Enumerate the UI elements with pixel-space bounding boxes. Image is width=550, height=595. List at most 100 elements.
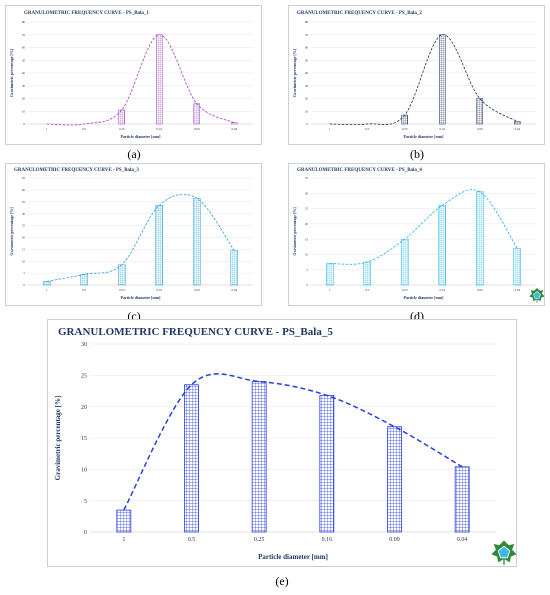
x-tick-label: 0.04	[514, 127, 520, 131]
leaf-logo-icon	[491, 540, 516, 565]
y-tick-label: 10	[22, 259, 26, 263]
chart-svg-e: 0 5 10 15 20 25 30 1 0.5 0.25 0.16 0.09 0.04 Particle…	[54, 342, 516, 565]
x-tick-label: 0.09	[477, 127, 483, 131]
y-axis-title: Gravimetric percentage [%]	[292, 48, 297, 97]
y-axis-title: Gravimetric percentage [%]	[292, 207, 297, 256]
bar-0.04	[514, 121, 521, 125]
x-axis-title: Particle diameter [mm]	[121, 295, 162, 300]
y-tick-label: 40	[305, 71, 309, 75]
x-tick-label: 0.5	[82, 127, 86, 131]
y-tick-label: 30	[22, 84, 26, 88]
x-tick-label: 1	[329, 288, 331, 292]
x-tick-label: 0.09	[477, 288, 483, 292]
x-axis-title: Particle diameter [mm]	[258, 553, 328, 561]
y-tick-label: 25	[81, 373, 87, 379]
bar-0.09	[193, 103, 200, 125]
y-tick-label: 40	[22, 188, 26, 192]
y-tick-label: 70	[22, 33, 26, 37]
x-tick-label: 1	[46, 127, 48, 131]
bar-0.25	[401, 114, 408, 125]
y-tick-label: 80	[305, 20, 309, 24]
chart-svg-a: 0 10 20 30 40 50 60 70 80 1 0.5 0.25 0.16 0.09 0.04 Par…	[9, 20, 253, 139]
y-tick-label: 20	[305, 222, 309, 226]
chart-title-a: GRANULOMETRIC FREQUENCY CURVE - PS_Bala_…	[24, 11, 149, 16]
chart-title-d: GRANULOMETRIC FREQUENCY CURVE - PS_Bala_…	[297, 168, 422, 173]
y-axis-title: Gravimetric percentage [%]	[54, 396, 62, 481]
x-tick-label: 0.5	[82, 288, 86, 292]
y-tick-label: 20	[22, 97, 26, 101]
bar-1	[116, 509, 132, 533]
caption-e: (e)	[275, 574, 289, 588]
x-tick-label: 0.5	[188, 537, 196, 543]
chart-panel-e: 0 5 10 15 20 25 30 1 0.5 0.25 0.16 0.09 0.04 Particle…	[47, 319, 517, 567]
bar-0.16	[438, 205, 446, 286]
bar-0.25	[118, 109, 125, 125]
y-tick-label: 50	[22, 58, 26, 62]
bar-0.25	[118, 264, 126, 286]
bar-0.04	[513, 248, 521, 286]
x-tick-label: 1	[46, 288, 48, 292]
y-tick-label: 10	[305, 253, 309, 257]
x-tick-label: 0.09	[194, 288, 200, 292]
y-tick-label: 0	[23, 122, 25, 126]
x-tick-label: 0.16	[156, 288, 162, 292]
bar-0.5	[80, 274, 88, 286]
x-tick-label: 0.04	[514, 288, 520, 292]
x-tick-label: 1	[122, 537, 125, 543]
bar-0.09	[387, 426, 402, 533]
x-tick-label: 0.25	[119, 127, 125, 131]
x-tick-label: 0.16	[439, 127, 445, 131]
y-tick-label: 20	[305, 97, 309, 101]
chart-title-b: GRANULOMETRIC FREQUENCY CURVE - PS_Bala_…	[297, 11, 422, 16]
y-tick-label: 20	[22, 236, 26, 240]
y-tick-label: 15	[305, 237, 309, 241]
trend-curve	[329, 189, 518, 265]
y-axis-title: Gravimetric percentage [%]	[9, 207, 14, 256]
bar-0.5	[363, 261, 371, 286]
y-tick-label: 40	[22, 71, 26, 75]
bar-0.04	[230, 250, 238, 286]
x-tick-label: 0.25	[254, 537, 265, 543]
x-tick-label: 0.04	[457, 537, 468, 543]
bar-0.04	[231, 122, 238, 125]
bar-0.16	[155, 205, 163, 286]
y-tick-label: 30	[81, 342, 87, 348]
trend-curve	[46, 193, 235, 282]
y-tick-label: 15	[81, 436, 87, 442]
bar-1	[43, 281, 51, 286]
y-tick-label: 5	[23, 271, 25, 275]
chart-panel-b: 0 10 20 30 40 50 60 70 80 1 0.5 0.25 0.16 0.09 0.04 Par…	[288, 5, 545, 145]
bar-0.09	[193, 197, 201, 286]
caption-b: (b)	[410, 147, 424, 161]
trend-curve	[46, 34, 235, 126]
y-tick-label: 10	[305, 109, 309, 113]
x-tick-label: 0.25	[402, 288, 408, 292]
y-tick-label: 15	[22, 247, 26, 251]
x-tick-label: 0.25	[402, 127, 408, 131]
bar-0.25	[251, 381, 267, 533]
x-axis-title: Particle diameter [mm]	[404, 134, 445, 139]
bar-1	[326, 263, 334, 286]
chart-svg-d: 0 5 10 15 20 25 30 35 1 0.5 0.25 0.16 0.09 0.04 Partic…	[292, 176, 544, 303]
bar-0.09	[476, 98, 483, 125]
x-tick-label: 0.04	[231, 127, 237, 131]
y-tick-label: 5	[306, 268, 308, 272]
bar-0.5	[184, 384, 199, 533]
x-tick-label: 0.16	[322, 537, 333, 543]
y-tick-label: 0	[306, 283, 308, 287]
leaf-logo-icon	[529, 288, 544, 303]
y-tick-label: 60	[305, 46, 309, 50]
x-tick-label: 1	[329, 127, 331, 131]
chart-svg-b: 0 10 20 30 40 50 60 70 80 1 0.5 0.25 0.16 0.09 0.04 Par…	[292, 20, 536, 139]
chart-title-e: GRANULOMETRIC FREQUENCY CURVE - PS_Bala_…	[58, 326, 333, 338]
x-axis-title: Particle diameter [mm]	[121, 134, 162, 139]
y-tick-label: 30	[305, 84, 309, 88]
x-tick-label: 0.09	[194, 127, 200, 131]
trend-curve	[329, 34, 518, 126]
y-tick-label: 80	[22, 20, 26, 24]
trend-curve	[123, 373, 463, 511]
bar-0.09	[476, 191, 484, 286]
y-tick-label: 0	[84, 530, 87, 536]
chart-title-c: GRANULOMETRIC FREQUENCY CURVE - PS_Bala_…	[14, 168, 139, 173]
y-tick-label: 0	[23, 283, 25, 287]
